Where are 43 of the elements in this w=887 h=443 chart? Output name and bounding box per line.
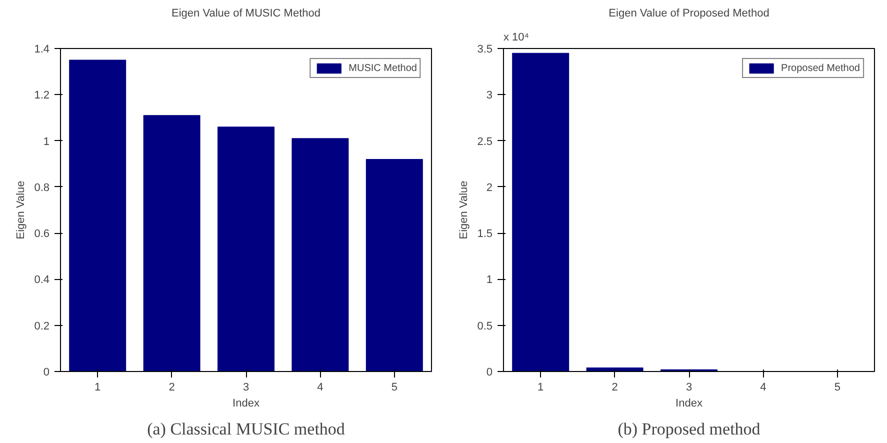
x-tick-label: 5 <box>391 382 398 394</box>
bar <box>366 158 423 372</box>
bar <box>292 138 349 372</box>
y-tick-label: 3 <box>486 90 493 102</box>
y-tick-label: 2 <box>486 182 493 194</box>
y-tick-label: 0.4 <box>34 274 50 286</box>
bar <box>512 52 570 372</box>
text: (a) Classical MUSIC method <box>147 420 346 438</box>
bar <box>218 126 274 372</box>
x-tick-label: 3 <box>242 382 250 394</box>
x-tick-label: 2 <box>612 382 618 394</box>
y-tick-label: 1.4 <box>34 44 50 56</box>
x-tick-label: 3 <box>686 382 692 394</box>
x-axis-title: Index <box>232 398 260 410</box>
x-tick-label: 1 <box>94 382 101 394</box>
y-tick-label: 0 <box>43 366 50 378</box>
y-tick-label: 3.5 <box>477 44 493 56</box>
x-tick-label: 5 <box>834 382 840 394</box>
legend-label: MUSIC Method <box>348 62 417 74</box>
x-tick-label: 4 <box>760 382 766 394</box>
y-tick-label: 0.5 <box>477 320 493 332</box>
y-tick-label: 0.8 <box>34 182 50 194</box>
y-axis-title: Eigen Value <box>458 180 470 240</box>
y-tick-label: 1.2 <box>34 90 50 102</box>
x-axis-title: Index <box>676 398 703 410</box>
text: (b) Proposed method <box>618 420 761 438</box>
y-tick-label: 1.5 <box>477 228 493 240</box>
chart-title: Eigen Value of Proposed Method <box>608 8 770 20</box>
y-tick-label: 1 <box>486 274 493 286</box>
y-tick-label: 0.2 <box>34 320 50 332</box>
x-tick-label: 1 <box>538 382 544 394</box>
y-axis-title: Eigen Value <box>15 180 28 240</box>
legend-label: Proposed Method <box>781 62 860 74</box>
x-tick-label: 4 <box>317 382 324 394</box>
y-tick-label: 1 <box>43 136 50 148</box>
bar <box>69 60 126 372</box>
y-tick-label: 2.5 <box>477 136 493 148</box>
y-tick-label: 0 <box>486 366 493 378</box>
bar <box>143 115 200 372</box>
text: x 10⁴ <box>504 32 530 44</box>
chart-title: Eigen Value of MUSIC Method <box>172 8 320 20</box>
x-tick-label: 2 <box>168 382 175 394</box>
y-tick-label: 0.6 <box>34 228 50 240</box>
